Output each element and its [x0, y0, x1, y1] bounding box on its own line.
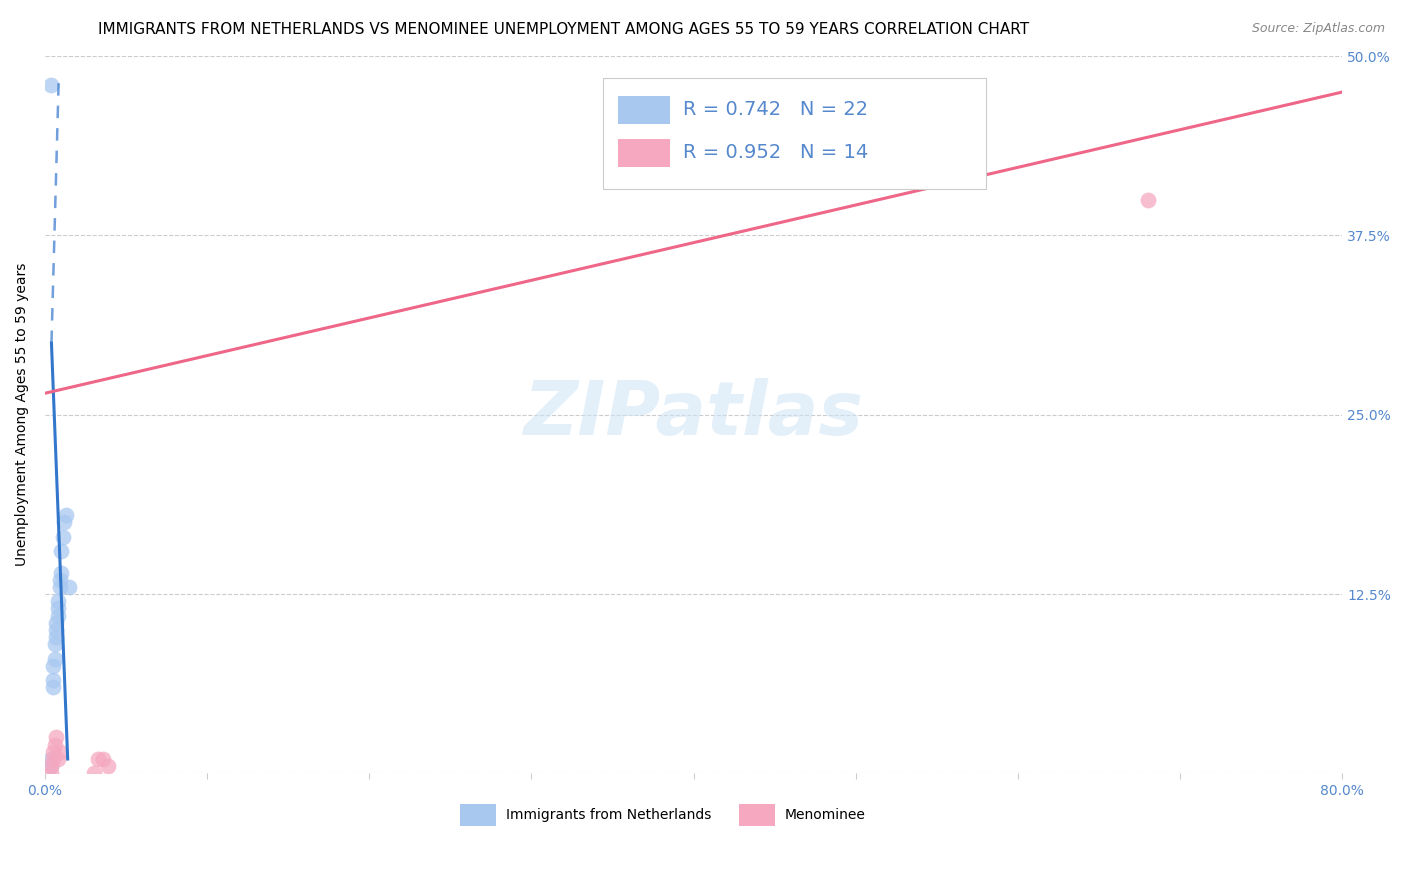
Point [46, 594, 69, 608]
Point [45, 623, 67, 637]
Point [46, 601, 69, 615]
Point [1136, 193, 1159, 207]
Point [41, 759, 63, 773]
Point [45, 615, 67, 630]
Text: R = 0.952   N = 14: R = 0.952 N = 14 [683, 144, 869, 162]
Point [41, 752, 63, 766]
Point [41, 759, 63, 773]
Point [45, 731, 67, 745]
Point [41, 766, 63, 780]
Point [957, 164, 980, 178]
Point [42, 745, 65, 759]
Text: IMMIGRANTS FROM NETHERLANDS VS MENOMINEE UNEMPLOYMENT AMONG AGES 55 TO 59 YEARS : IMMIGRANTS FROM NETHERLANDS VS MENOMINEE… [98, 22, 1029, 37]
Point [44, 651, 66, 665]
Point [58, 580, 80, 594]
Text: Source: ZipAtlas.com: Source: ZipAtlas.com [1251, 22, 1385, 36]
Point [44, 637, 66, 651]
Point [52, 530, 75, 544]
Text: Immigrants from Netherlands: Immigrants from Netherlands [506, 808, 711, 822]
Point [48, 745, 70, 759]
Point [42, 680, 65, 694]
Point [42, 658, 65, 673]
Text: R = 0.742   N = 22: R = 0.742 N = 22 [683, 101, 869, 120]
FancyBboxPatch shape [619, 139, 671, 167]
Point [48, 573, 70, 587]
Point [97, 759, 120, 773]
Text: Menominee: Menominee [785, 808, 865, 822]
Point [53, 516, 76, 530]
Y-axis label: Unemployment Among Ages 55 to 59 years: Unemployment Among Ages 55 to 59 years [15, 263, 30, 566]
Point [55, 508, 77, 523]
FancyBboxPatch shape [603, 78, 986, 189]
Point [42, 752, 65, 766]
FancyBboxPatch shape [740, 805, 775, 826]
FancyBboxPatch shape [460, 805, 496, 826]
Point [46, 752, 69, 766]
Point [51, 566, 73, 580]
Point [41, 78, 63, 92]
Text: ZIPatlas: ZIPatlas [523, 378, 863, 451]
FancyBboxPatch shape [619, 96, 671, 124]
Point [42, 673, 65, 687]
Point [48, 580, 70, 594]
Point [51, 544, 73, 558]
Point [93, 752, 115, 766]
Point [46, 608, 69, 623]
Point [45, 630, 67, 644]
Point [44, 738, 66, 752]
Point [83, 766, 105, 780]
Point [87, 752, 110, 766]
